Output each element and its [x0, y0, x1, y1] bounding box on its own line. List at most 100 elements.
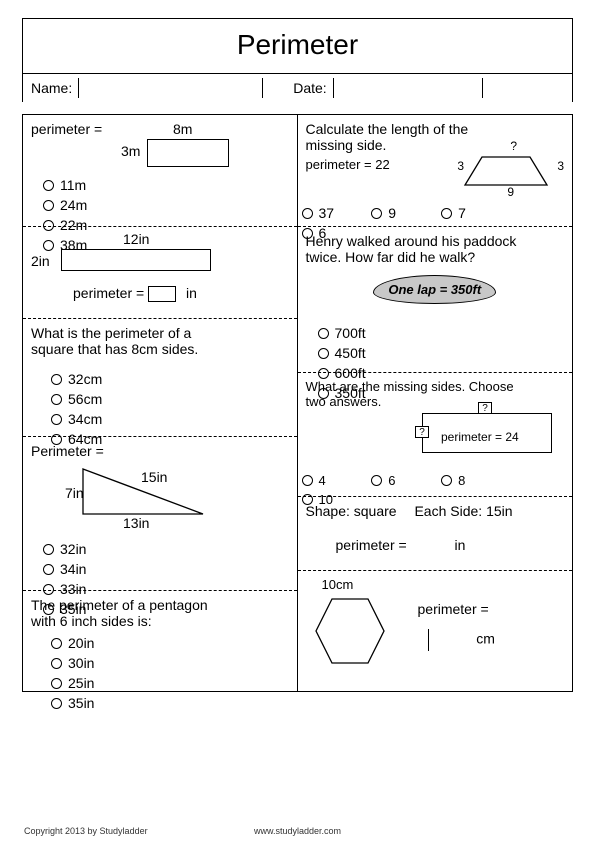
- footer: Copyright 2013 by Studyladder www.studyl…: [0, 826, 595, 836]
- question-6: Calculate the length of the missing side…: [298, 115, 573, 227]
- radio-icon: [371, 475, 382, 486]
- q2-rectangle: [61, 249, 211, 271]
- q1-top-label: 8m: [173, 121, 192, 137]
- q8-opt-3[interactable]: 8: [441, 473, 501, 488]
- q4-side-a: 7in: [65, 485, 84, 501]
- q1-prompt: perimeter =: [31, 121, 102, 137]
- q10-prompt: perimeter =: [418, 601, 489, 617]
- q8-rectangle: ? ? perimeter = 24: [422, 413, 552, 453]
- footer-url: www.studyladder.com: [0, 826, 595, 836]
- q6-top: ?: [510, 139, 517, 153]
- q8-line1: What are the missing sides. Choose: [306, 379, 565, 394]
- question-2: 12in 2in perimeter = in: [23, 227, 297, 319]
- radio-icon: [51, 658, 62, 669]
- q8-opt-1[interactable]: 4: [302, 473, 362, 488]
- q1-opt-1[interactable]: 11m: [43, 177, 144, 193]
- question-8: What are the missing sides. Choose two a…: [298, 373, 573, 497]
- q6-right: 3: [557, 159, 564, 173]
- name-date-row: Name: Date:: [23, 74, 572, 102]
- q4-side-c: 13in: [123, 515, 149, 531]
- q3-line2: square that has 8cm sides.: [31, 341, 289, 357]
- q4-opt-1[interactable]: 32in: [43, 541, 144, 557]
- radio-icon: [318, 328, 329, 339]
- radio-icon: [43, 200, 54, 211]
- worksheet-page: Perimeter Name: Date: perimeter = 8m 3m …: [0, 0, 595, 842]
- q8-left-q: ?: [415, 426, 429, 438]
- q6-line1: Calculate the length of the: [306, 121, 565, 137]
- q8-peri: perimeter = 24: [441, 430, 519, 444]
- q3-opt-1[interactable]: 32cm: [51, 371, 143, 387]
- date-field[interactable]: [333, 78, 483, 98]
- q5-opt-2[interactable]: 30in: [51, 655, 143, 671]
- q4-opt-3[interactable]: 33in: [43, 581, 144, 597]
- q4-opt-4[interactable]: 35in: [43, 601, 144, 617]
- radio-icon: [51, 394, 62, 405]
- question-10: 10cm perimeter = cm: [298, 571, 573, 689]
- q3-line1: What is the perimeter of a: [31, 325, 289, 341]
- q8-top-q: ?: [478, 402, 492, 414]
- q7-line2: twice. How far did he walk?: [306, 249, 565, 265]
- left-column: perimeter = 8m 3m 11m 24m 22m 38m 12in 2…: [23, 114, 298, 691]
- q3-opt-2[interactable]: 56cm: [51, 391, 143, 407]
- q9-prompt: perimeter =: [336, 537, 407, 553]
- radio-icon: [302, 208, 313, 219]
- radio-icon: [51, 678, 62, 689]
- q7-line1: Henry walked around his paddock: [306, 233, 565, 249]
- q6-opt-1[interactable]: 37: [302, 205, 362, 221]
- radio-icon: [441, 208, 452, 219]
- radio-icon: [302, 475, 313, 486]
- radio-icon: [43, 544, 54, 555]
- q1-rectangle: [147, 139, 229, 167]
- q10-top: 10cm: [322, 577, 354, 592]
- q10-hexagon: [310, 591, 390, 671]
- name-label: Name:: [31, 80, 72, 96]
- q6-opt-3[interactable]: 7: [441, 205, 501, 221]
- question-4: Perimeter = 7in 15in 13in 32in 34in 33in…: [23, 437, 297, 591]
- q8-opt-2[interactable]: 6: [371, 473, 431, 488]
- radio-icon: [51, 698, 62, 709]
- q6-opt-2[interactable]: 9: [371, 205, 431, 221]
- q5-opt-3[interactable]: 25in: [51, 675, 143, 691]
- radio-icon: [441, 475, 452, 486]
- question-7: Henry walked around his paddock twice. H…: [298, 227, 573, 373]
- q4-side-b: 15in: [141, 469, 167, 485]
- name-field[interactable]: [78, 78, 263, 98]
- q6-line2: missing side.: [306, 137, 387, 153]
- q6-left: 3: [457, 159, 464, 173]
- q10-unit: cm: [476, 631, 495, 647]
- radio-icon: [51, 414, 62, 425]
- q9-unit: in: [454, 537, 465, 553]
- header-box: Perimeter Name: Date:: [22, 18, 573, 102]
- content-columns: perimeter = 8m 3m 11m 24m 22m 38m 12in 2…: [22, 114, 573, 692]
- q2-top-label: 12in: [123, 231, 149, 247]
- q4-prompt: Perimeter =: [31, 443, 289, 459]
- q4-opt-2[interactable]: 34in: [43, 561, 144, 577]
- radio-icon: [51, 638, 62, 649]
- q9-side: Each Side: 15in: [414, 503, 512, 519]
- q2-answer-box[interactable]: [148, 286, 176, 302]
- question-9: Shape: square Each Side: 15in perimeter …: [298, 497, 573, 571]
- q5-opt-1[interactable]: 20in: [51, 635, 143, 651]
- question-3: What is the perimeter of a square that h…: [23, 319, 297, 437]
- radio-icon: [318, 348, 329, 359]
- radio-icon: [371, 208, 382, 219]
- q8-line2: two answers.: [306, 394, 565, 409]
- q2-prompt: perimeter =: [73, 285, 144, 301]
- radio-icon: [43, 564, 54, 575]
- q7-blob: One lap = 350ft: [373, 275, 496, 304]
- q1-opt-2[interactable]: 24m: [43, 197, 144, 213]
- q2-left-label: 2in: [31, 253, 50, 269]
- q1-left-label: 3m: [121, 143, 140, 159]
- q7-opt-2[interactable]: 450ft: [318, 345, 424, 361]
- q6-bottom: 9: [507, 185, 514, 199]
- date-label: Date:: [293, 80, 326, 96]
- q5-opt-4[interactable]: 35in: [51, 695, 143, 711]
- q7-opt-1[interactable]: 700ft: [318, 325, 424, 341]
- q2-unit: in: [186, 285, 197, 301]
- right-column: Calculate the length of the missing side…: [298, 114, 573, 691]
- radio-icon: [43, 604, 54, 615]
- question-1: perimeter = 8m 3m 11m 24m 22m 38m: [23, 115, 297, 227]
- radio-icon: [51, 374, 62, 385]
- q9-shape: Shape: square: [306, 503, 397, 519]
- q3-opt-3[interactable]: 34cm: [51, 411, 143, 427]
